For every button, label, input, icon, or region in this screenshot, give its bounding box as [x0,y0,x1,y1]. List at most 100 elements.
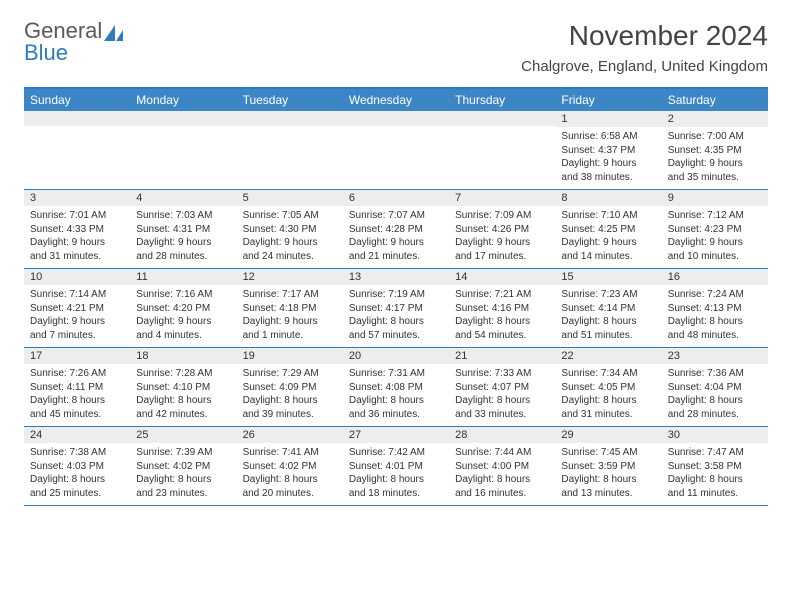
day-cell: 27Sunrise: 7:42 AMSunset: 4:01 PMDayligh… [343,427,449,505]
day-body: Sunrise: 7:45 AMSunset: 3:59 PMDaylight:… [555,443,661,504]
sunset-text: Sunset: 4:28 PM [349,223,443,237]
day-body: Sunrise: 7:21 AMSunset: 4:16 PMDaylight:… [449,285,555,346]
day-body: Sunrise: 7:12 AMSunset: 4:23 PMDaylight:… [662,206,768,267]
month-title: November 2024 [521,20,768,52]
sunset-text: Sunset: 4:35 PM [668,144,762,158]
day-body: Sunrise: 6:58 AMSunset: 4:37 PMDaylight:… [555,127,661,188]
day-cell: 25Sunrise: 7:39 AMSunset: 4:02 PMDayligh… [130,427,236,505]
day-cell: 22Sunrise: 7:34 AMSunset: 4:05 PMDayligh… [555,348,661,426]
sunset-text: Sunset: 4:02 PM [136,460,230,474]
daylight-text: Daylight: 8 hours and 39 minutes. [243,394,337,421]
sunrise-text: Sunrise: 7:24 AM [668,288,762,302]
daylight-text: Daylight: 9 hours and 31 minutes. [30,236,124,263]
day-cell: 3Sunrise: 7:01 AMSunset: 4:33 PMDaylight… [24,190,130,268]
day-cell: 9Sunrise: 7:12 AMSunset: 4:23 PMDaylight… [662,190,768,268]
sunset-text: Sunset: 4:04 PM [668,381,762,395]
day-cell: 20Sunrise: 7:31 AMSunset: 4:08 PMDayligh… [343,348,449,426]
day-number [449,111,555,126]
brand-text: GeneralBlue [24,20,126,64]
daylight-text: Daylight: 8 hours and 51 minutes. [561,315,655,342]
sunrise-text: Sunrise: 7:31 AM [349,367,443,381]
sunset-text: Sunset: 4:37 PM [561,144,655,158]
sunrise-text: Sunrise: 7:29 AM [243,367,337,381]
brand-blue: Blue [24,40,68,65]
weekday-label: Monday [130,89,236,111]
day-number: 23 [662,348,768,364]
sunrise-text: Sunrise: 7:09 AM [455,209,549,223]
sunrise-text: Sunrise: 7:33 AM [455,367,549,381]
day-body: Sunrise: 7:00 AMSunset: 4:35 PMDaylight:… [662,127,768,188]
day-number: 15 [555,269,661,285]
sunset-text: Sunset: 4:18 PM [243,302,337,316]
daylight-text: Daylight: 9 hours and 4 minutes. [136,315,230,342]
day-number: 9 [662,190,768,206]
weekday-label: Tuesday [237,89,343,111]
weekday-label: Wednesday [343,89,449,111]
day-number: 27 [343,427,449,443]
daylight-text: Daylight: 8 hours and 20 minutes. [243,473,337,500]
sunset-text: Sunset: 4:00 PM [455,460,549,474]
sunset-text: Sunset: 4:23 PM [668,223,762,237]
daylight-text: Daylight: 9 hours and 24 minutes. [243,236,337,263]
day-cell: 10Sunrise: 7:14 AMSunset: 4:21 PMDayligh… [24,269,130,347]
weekday-label: Saturday [662,89,768,111]
sunset-text: Sunset: 3:59 PM [561,460,655,474]
day-number: 11 [130,269,236,285]
sunset-text: Sunset: 4:33 PM [30,223,124,237]
day-cell: 14Sunrise: 7:21 AMSunset: 4:16 PMDayligh… [449,269,555,347]
day-body: Sunrise: 7:23 AMSunset: 4:14 PMDaylight:… [555,285,661,346]
sunrise-text: Sunrise: 7:45 AM [561,446,655,460]
daylight-text: Daylight: 9 hours and 35 minutes. [668,157,762,184]
daylight-text: Daylight: 8 hours and 23 minutes. [136,473,230,500]
sunset-text: Sunset: 4:16 PM [455,302,549,316]
day-cell: 26Sunrise: 7:41 AMSunset: 4:02 PMDayligh… [237,427,343,505]
day-number: 19 [237,348,343,364]
brand-logo: GeneralBlue [24,20,126,64]
daylight-text: Daylight: 8 hours and 57 minutes. [349,315,443,342]
daylight-text: Daylight: 8 hours and 36 minutes. [349,394,443,421]
day-cell: 17Sunrise: 7:26 AMSunset: 4:11 PMDayligh… [24,348,130,426]
sunrise-text: Sunrise: 7:47 AM [668,446,762,460]
week-row: 10Sunrise: 7:14 AMSunset: 4:21 PMDayligh… [24,269,768,348]
daylight-text: Daylight: 8 hours and 31 minutes. [561,394,655,421]
day-cell: 16Sunrise: 7:24 AMSunset: 4:13 PMDayligh… [662,269,768,347]
daylight-text: Daylight: 9 hours and 14 minutes. [561,236,655,263]
sunset-text: Sunset: 4:02 PM [243,460,337,474]
day-body: Sunrise: 7:47 AMSunset: 3:58 PMDaylight:… [662,443,768,504]
daylight-text: Daylight: 8 hours and 16 minutes. [455,473,549,500]
day-body: Sunrise: 7:03 AMSunset: 4:31 PMDaylight:… [130,206,236,267]
week-row: 24Sunrise: 7:38 AMSunset: 4:03 PMDayligh… [24,427,768,506]
sunset-text: Sunset: 4:25 PM [561,223,655,237]
daylight-text: Daylight: 9 hours and 7 minutes. [30,315,124,342]
day-cell: 30Sunrise: 7:47 AMSunset: 3:58 PMDayligh… [662,427,768,505]
week-row: 17Sunrise: 7:26 AMSunset: 4:11 PMDayligh… [24,348,768,427]
daylight-text: Daylight: 8 hours and 13 minutes. [561,473,655,500]
sunset-text: Sunset: 4:05 PM [561,381,655,395]
day-body: Sunrise: 7:14 AMSunset: 4:21 PMDaylight:… [24,285,130,346]
sunrise-text: Sunrise: 7:17 AM [243,288,337,302]
day-number: 22 [555,348,661,364]
sunrise-text: Sunrise: 7:16 AM [136,288,230,302]
daylight-text: Daylight: 9 hours and 28 minutes. [136,236,230,263]
day-number: 28 [449,427,555,443]
weeks-container: 1Sunrise: 6:58 AMSunset: 4:37 PMDaylight… [24,111,768,506]
daylight-text: Daylight: 9 hours and 1 minute. [243,315,337,342]
sunrise-text: Sunrise: 7:10 AM [561,209,655,223]
sunrise-text: Sunrise: 7:14 AM [30,288,124,302]
day-number: 30 [662,427,768,443]
day-number [237,111,343,126]
day-cell [343,111,449,189]
daylight-text: Daylight: 9 hours and 38 minutes. [561,157,655,184]
sunrise-text: Sunrise: 7:42 AM [349,446,443,460]
sunset-text: Sunset: 4:20 PM [136,302,230,316]
sunset-text: Sunset: 4:08 PM [349,381,443,395]
day-body: Sunrise: 7:19 AMSunset: 4:17 PMDaylight:… [343,285,449,346]
sunset-text: Sunset: 4:07 PM [455,381,549,395]
sunset-text: Sunset: 4:26 PM [455,223,549,237]
sunrise-text: Sunrise: 7:41 AM [243,446,337,460]
sunset-text: Sunset: 4:21 PM [30,302,124,316]
day-cell: 23Sunrise: 7:36 AMSunset: 4:04 PMDayligh… [662,348,768,426]
day-body: Sunrise: 7:38 AMSunset: 4:03 PMDaylight:… [24,443,130,504]
day-cell: 8Sunrise: 7:10 AMSunset: 4:25 PMDaylight… [555,190,661,268]
day-number: 2 [662,111,768,127]
